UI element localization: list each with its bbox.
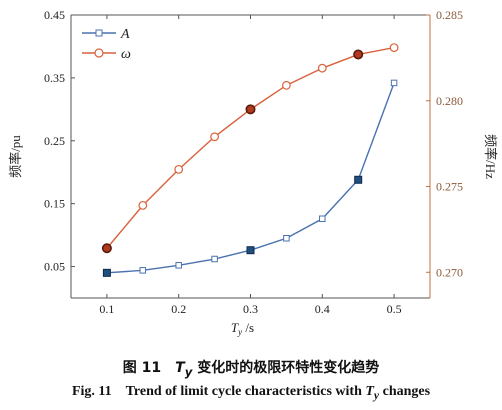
- chart-ticks: 0.1 0.2 0.3 0.4 0.5 0.05 0.15 0.25 0.35 0.45 0.270…: [44, 8, 463, 316]
- point-a: [283, 235, 290, 242]
- y-left-tick-label: 0.35: [44, 71, 65, 85]
- x-tick-label: 0.3: [243, 302, 258, 316]
- caption-cn-subscript: y: [184, 364, 193, 379]
- point-omega: [210, 132, 220, 142]
- x-tick-label: 0.2: [171, 302, 186, 316]
- legend-label: ω: [121, 47, 131, 62]
- point-a: [102, 268, 111, 277]
- point-a: [175, 262, 182, 269]
- caption-en-number: Fig. 11: [71, 384, 112, 399]
- caption-cn-variable: T: [175, 360, 185, 376]
- caption-cn-text: 变化时的极限环特性变化趋势: [192, 360, 380, 376]
- point-a: [319, 215, 326, 223]
- point-omega: [389, 43, 399, 52]
- limit-cycle-chart: 0.1 0.2 0.3 0.4 0.5 0.05 0.15 0.25 0.35 0.45 0.270…: [8, 8, 498, 337]
- point-a: [211, 255, 218, 263]
- point-a: [246, 246, 255, 255]
- y-left-tick-label: 0.45: [44, 8, 65, 22]
- point-omega: [101, 243, 112, 254]
- y-right-tick-label: 0.285: [436, 8, 463, 22]
- point-a: [139, 267, 147, 274]
- y-left-tick-label: 0.25: [44, 134, 65, 148]
- caption-en-text-before: Trend of limit cycle characteristics wit…: [125, 384, 366, 399]
- legend-marker: [94, 48, 104, 58]
- point-omega: [245, 104, 256, 115]
- legend-label: A: [120, 27, 130, 42]
- point-omega: [282, 80, 291, 90]
- x-tick-label: 0.1: [99, 302, 114, 316]
- caption-en-text-after: changes: [379, 384, 431, 399]
- point-omega: [353, 49, 364, 60]
- figure-caption-english: Fig. 11 Trend of limit cycle characterist…: [0, 384, 502, 402]
- x-axis-title: Ty /s: [231, 320, 254, 337]
- x-tick-label: 0.5: [387, 302, 402, 316]
- y-left-axis-title: 频率/pu: [8, 135, 23, 178]
- x-axis-title-unit: /s: [242, 320, 254, 335]
- series-line-omega: [106, 46, 395, 249]
- caption-en-variable: T: [365, 384, 374, 399]
- x-axis-title-sub: y: [237, 327, 242, 337]
- point-omega: [317, 63, 327, 73]
- chart-axis-titles: Ty /s 频率/pu 频率/Hz: [8, 134, 498, 337]
- y-left-tick-label: 0.05: [44, 260, 65, 274]
- point-a: [390, 79, 398, 87]
- point-a: [354, 175, 363, 184]
- point-omega: [138, 200, 148, 210]
- y-right-tick-label: 0.280: [436, 94, 463, 108]
- y-left-tick-label: 0.15: [44, 197, 65, 211]
- figure-caption-chinese: 图 11 Ty 变化时的极限环特性变化趋势: [0, 357, 502, 379]
- point-omega: [174, 164, 184, 174]
- chart-legend: Aω: [82, 27, 131, 62]
- x-tick-label: 0.4: [315, 302, 330, 316]
- chart-series: [101, 43, 399, 277]
- y-right-tick-label: 0.270: [436, 265, 463, 279]
- caption-cn-number: 图 11: [122, 360, 162, 376]
- y-right-tick-label: 0.275: [436, 180, 463, 194]
- legend-marker: [95, 29, 103, 37]
- caption-en-subscript: y: [373, 388, 380, 402]
- x-axis-title-var: T: [231, 320, 239, 335]
- y-right-axis-title: 频率/Hz: [483, 134, 498, 179]
